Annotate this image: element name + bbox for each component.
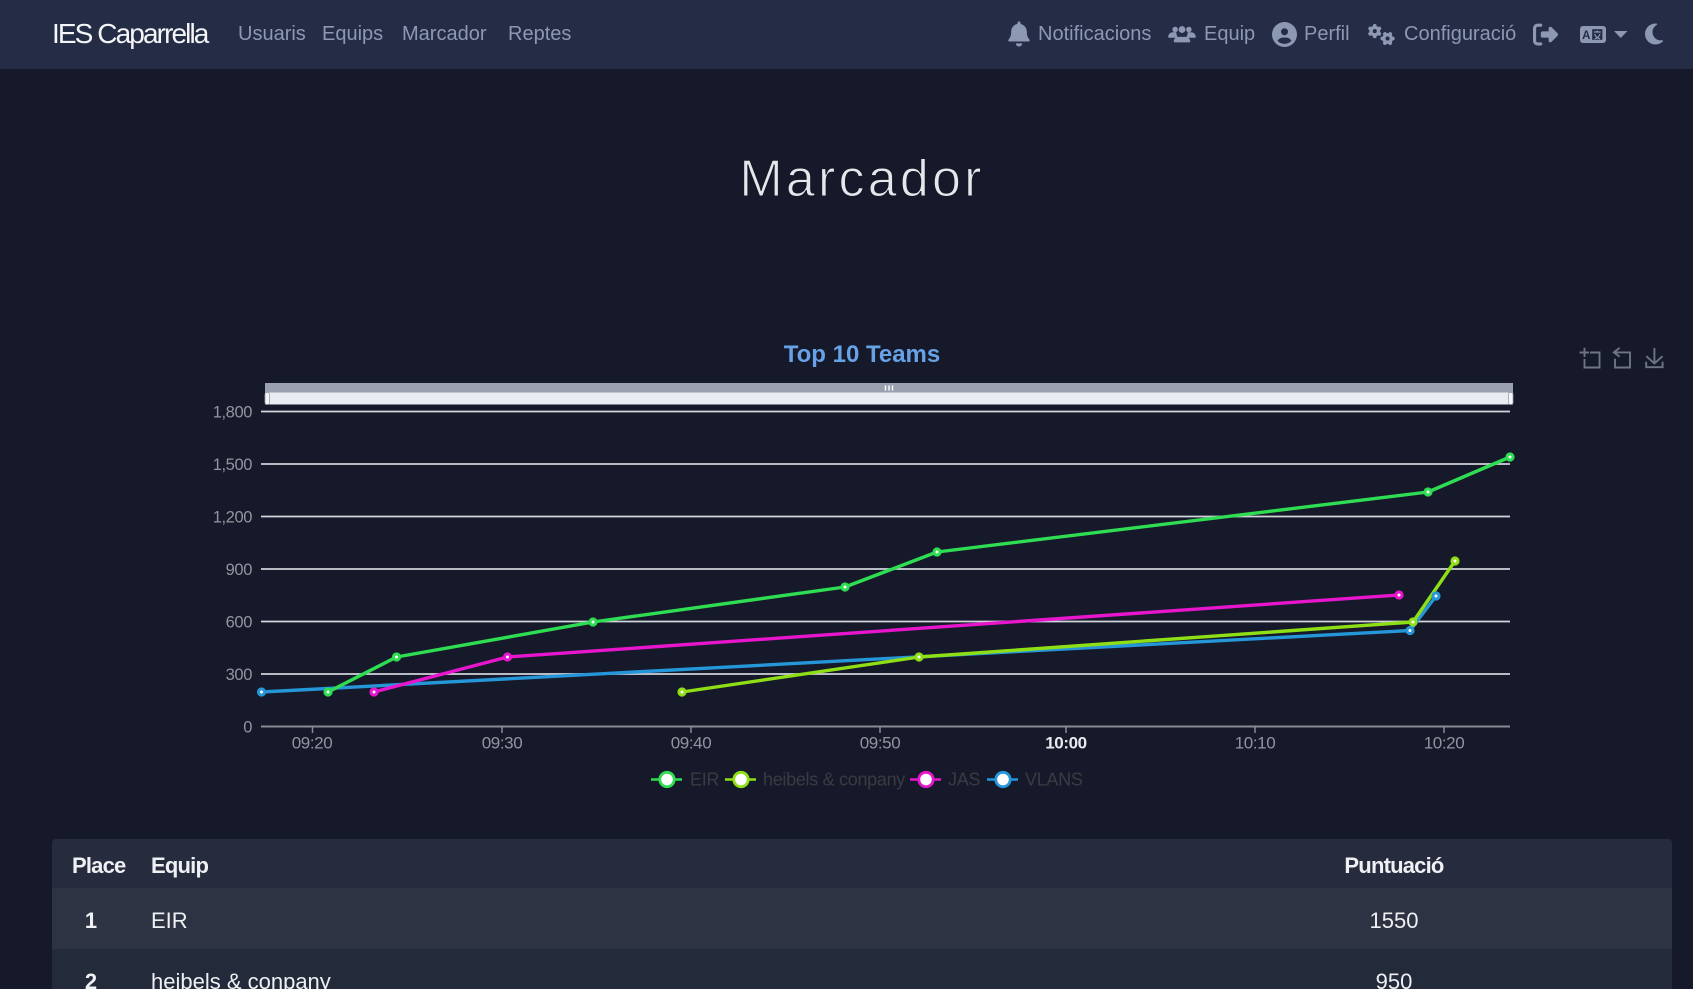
svg-text:300: 300 [226, 666, 253, 684]
svg-text:1,500: 1,500 [213, 456, 253, 474]
svg-text:0: 0 [243, 719, 252, 737]
svg-text:Top 10 Teams: Top 10 Teams [784, 341, 941, 368]
svg-text:09:50: 09:50 [860, 734, 901, 753]
svg-text:09:30: 09:30 [482, 734, 523, 753]
svg-text:EIR: EIR [690, 770, 719, 790]
svg-text:10:20: 10:20 [1424, 734, 1465, 753]
svg-text:1,800: 1,800 [213, 404, 253, 422]
svg-text:900: 900 [226, 561, 253, 579]
svg-text:600: 600 [226, 614, 253, 632]
svg-text:10:10: 10:10 [1235, 734, 1276, 753]
svg-text:heibels & conpany: heibels & conpany [763, 770, 905, 790]
svg-text:09:40: 09:40 [671, 734, 712, 753]
svg-text:VLANS: VLANS [1025, 770, 1083, 790]
svg-text:A: A [1582, 30, 1590, 42]
svg-text:09:20: 09:20 [292, 734, 333, 753]
svg-text:JAS: JAS [948, 770, 980, 790]
svg-text:10:00: 10:00 [1045, 734, 1086, 753]
svg-text:1,200: 1,200 [213, 509, 253, 527]
